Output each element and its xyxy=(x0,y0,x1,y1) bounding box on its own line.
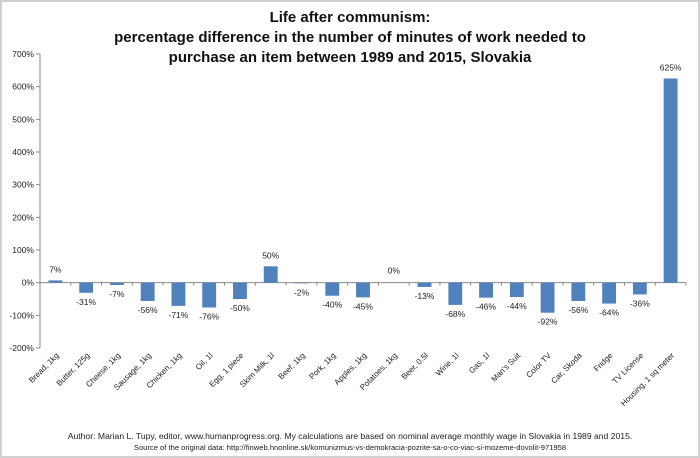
data-label: -71% xyxy=(169,310,189,320)
bar xyxy=(233,282,247,299)
data-label: -7% xyxy=(109,289,125,299)
y-tick-label: 300% xyxy=(12,180,34,190)
y-tick-label: 200% xyxy=(12,212,34,222)
data-label: -64% xyxy=(599,308,619,318)
data-label: -50% xyxy=(230,303,250,313)
data-label: 0% xyxy=(388,266,401,276)
bar xyxy=(263,266,278,283)
bar xyxy=(202,282,217,308)
bar xyxy=(602,282,617,304)
bar xyxy=(540,282,555,313)
y-tick-label: 600% xyxy=(12,82,34,92)
y-tick-label: 400% xyxy=(12,147,34,157)
bar xyxy=(48,280,63,283)
bar xyxy=(448,282,463,305)
author-note: Author: Marian L. Tupy, editor, www.huma… xyxy=(67,431,633,441)
data-label: -31% xyxy=(76,297,96,307)
data-label: 50% xyxy=(262,250,279,260)
data-label: 7% xyxy=(49,264,62,274)
data-label: -40% xyxy=(322,300,342,310)
data-label: -44% xyxy=(507,301,527,311)
y-tick-label: 100% xyxy=(12,245,34,255)
bar xyxy=(632,282,647,295)
x-tick-label: Oil, 1l xyxy=(194,351,215,372)
data-label: -2% xyxy=(294,287,310,297)
x-tick-label: Housing, 1 sq meter xyxy=(619,351,676,408)
chart-title-line-3: purchase an item between 1989 and 2015, … xyxy=(168,49,532,66)
chart-title-line-2: percentage difference in the number of m… xyxy=(114,29,586,46)
data-label: -56% xyxy=(138,305,158,315)
bar xyxy=(356,282,370,298)
data-label: -56% xyxy=(568,305,588,315)
chart-title-line-1: Life after communism: xyxy=(269,9,431,26)
x-tick-label: Beer, 0.5l xyxy=(400,351,430,381)
chart-title: Life after communism: percentage differe… xyxy=(0,8,700,68)
x-tick-label: Pork, 1kg xyxy=(307,351,337,381)
bar xyxy=(663,78,678,283)
bar xyxy=(509,282,524,298)
data-label: -45% xyxy=(353,301,373,311)
data-label: -46% xyxy=(476,302,496,312)
bar xyxy=(325,282,340,296)
x-tick-label: Car, Skoda xyxy=(549,351,584,386)
bar xyxy=(479,282,493,298)
bar xyxy=(140,282,155,301)
data-label: -13% xyxy=(415,291,435,301)
x-tick-label: Beef, 1kg xyxy=(277,351,307,381)
x-tick-label: Wine, 1l xyxy=(434,351,461,378)
data-label: -92% xyxy=(538,317,558,327)
x-tick-label: Gas, 1l xyxy=(467,351,491,375)
bar xyxy=(417,282,432,287)
x-tick-label: Color TV xyxy=(524,351,553,380)
data-label: -68% xyxy=(445,309,465,319)
source-note: Source of the original data: http://finw… xyxy=(133,443,567,452)
y-tick-label: 700% xyxy=(12,49,34,59)
bar xyxy=(79,282,94,293)
bar xyxy=(294,282,309,284)
data-label: -36% xyxy=(630,298,650,308)
y-tick-label: 500% xyxy=(12,114,34,124)
y-tick-label: -200% xyxy=(9,343,34,353)
x-tick-label: Man's Suit xyxy=(490,351,523,384)
bar xyxy=(571,282,586,301)
data-label: -76% xyxy=(199,311,219,321)
x-tick-label: Fridge xyxy=(592,351,615,374)
bar xyxy=(171,282,186,306)
y-tick-label: -100% xyxy=(9,310,34,320)
data-label: 625% xyxy=(660,63,682,73)
bar xyxy=(109,282,124,285)
y-tick-label: 0% xyxy=(22,278,35,288)
